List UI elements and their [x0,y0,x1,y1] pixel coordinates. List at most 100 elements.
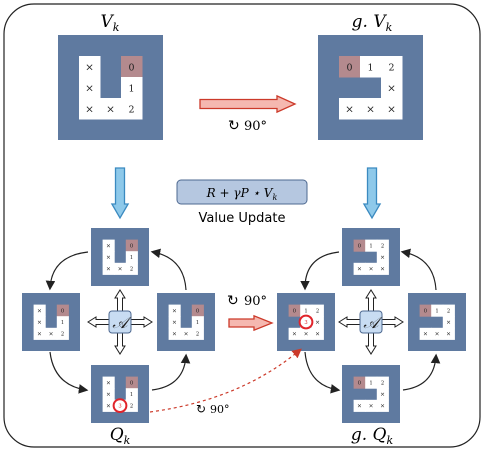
gqk-left-cell-label: × [304,332,309,338]
vk-grid-cell-label: 2 [128,104,134,115]
gqk-right-cell [442,327,455,340]
action-center-left-box [108,310,132,334]
qk-left-cell-label: × [37,308,42,314]
curve-qk-top-left [45,251,89,291]
gqk-right-cell [419,304,432,317]
qk-left-cell [33,304,46,317]
formula-text: R + γP ⋆ Vk [206,186,278,202]
gqk-right-cell [442,304,455,317]
gqk-right-cell-label: × [423,332,428,338]
vk-grid-cell [121,77,143,99]
gvk-grid-cell [381,77,403,99]
qk-bottom-cell [125,376,138,389]
qk-top-cell [102,239,115,252]
qk-bottom-cell [102,399,115,412]
gvk-grid-cell [360,56,382,78]
gqk-top-cell-label: × [357,267,362,273]
gvk-grid: 0 1 2 × × × × [318,35,423,140]
curve-gqk-top-left [300,251,340,291]
gqk-bottom-cell-label: × [369,404,374,410]
qk-top: × 0 × 1 × × 2 [91,228,149,286]
gqk-top-cell [376,262,389,275]
gvk-grid-cell [381,98,403,120]
qk-bottom-cell [102,388,115,401]
qk-right-cell [191,327,204,340]
value-update-label: Value Update [199,211,286,226]
gqk-right-cell-label: 2 [447,308,450,314]
gqk-right-cell-label: 1 [435,308,438,314]
action-center-right-box [359,310,383,334]
action-center-right-symbol: 𝒜 [363,313,383,332]
gqk-top-cell [353,239,366,252]
qk-right-cell [191,316,204,329]
action-center-left-arrow-icon [129,316,153,328]
gqk-bottom-cell-label: × [380,404,385,410]
gqk-left-cell-label: 2 [316,308,319,314]
gqk-top-cell-label: × [380,267,385,273]
qk-bottom-highlight-circle [112,398,128,413]
vk-grid-cell-label: 1 [128,83,134,94]
rotate-icon-bottom: ↻ [196,402,206,416]
rotate-label-top: 90° [244,119,267,134]
qk-bottom-cell-label: 1 [130,392,133,398]
qk-right-cell-label: × [184,332,189,338]
gvk-grid-cell [339,98,361,120]
gvk-grid-cell-label: 2 [388,62,394,73]
gqk-left-highlight-cell [300,316,312,328]
gvk-grid-cell-label: × [387,103,396,115]
curve-gqk-left-bottom [304,351,341,394]
qk-left-frame [22,293,80,351]
gqk-left-cell-label: 1 [304,308,307,314]
vk-grid-cell [121,56,143,78]
gqk-right-cell-label: × [446,332,451,338]
action-center-left: 𝒜 [87,289,153,355]
qk-top-cell [125,262,138,275]
gvk-grid-cell [360,98,382,120]
curve-qk-left-bottom [49,351,89,394]
qk-bottom-cell [125,388,138,401]
qk-top-cell [114,262,127,275]
red-arrow-mid [228,314,274,332]
qk-right-cell-label: × [172,332,177,338]
gqk-bottom-cell-label: 2 [381,380,384,386]
gqk-top-cell [376,239,389,252]
action-center-left-arrow-icon [114,331,126,355]
gqk-left-highlight-circle [298,314,314,330]
vk-title: Vk [101,12,120,34]
qk-title: Qk [110,425,131,447]
qk-left: × 0 × 1 × × 2 [22,293,80,351]
curve-gqk-right-top [400,248,437,291]
gqk-bottom-cell [365,399,378,412]
gqk-top-cell-label: × [380,255,385,261]
action-center-left-arrow-icon [114,289,126,313]
qk-bottom-highlight-cell [114,399,126,412]
gqk-left: 0 1 2 × × × × 3 [277,293,335,351]
qk-right-cell-label: × [172,320,177,326]
gqk-left-cell [288,304,301,317]
qk-top-cell-label: × [106,267,111,273]
qk-bottom-frame [91,365,149,423]
gvk-grid-cell [381,56,403,78]
action-center-right-arrow-icon [365,331,377,355]
vk-grid-cell-label: × [85,82,94,94]
rotate-label-mid: 90° [244,294,267,309]
gqk-top-cell-label: 2 [381,243,384,249]
gqk-bottom-cell [353,399,366,412]
gqk-right-cell [419,327,432,340]
qk-bottom: ×0×1××23 [91,365,149,423]
gqk-right-cell [431,327,444,340]
vk-grid-cell [79,98,101,120]
gqk-left-cell [311,304,324,317]
qk-left-cell-label: 1 [61,320,64,326]
qk-bottom-cell-label: 2 [130,404,133,410]
qk-top-cell-label: 2 [130,267,133,273]
qk-left-cell [45,327,58,340]
gqk-top-cell-label: 0 [358,243,361,249]
gvk-grid-cell-label: × [387,82,396,94]
qk-left-cell-label: × [49,332,54,338]
gqk-bottom: 0 1 2 × × × × [342,365,400,423]
vk-grid: × 0 × 1 × × 2 [58,35,163,140]
gqk-right-cell-label: × [435,332,440,338]
gqk-right-frame [408,293,466,351]
